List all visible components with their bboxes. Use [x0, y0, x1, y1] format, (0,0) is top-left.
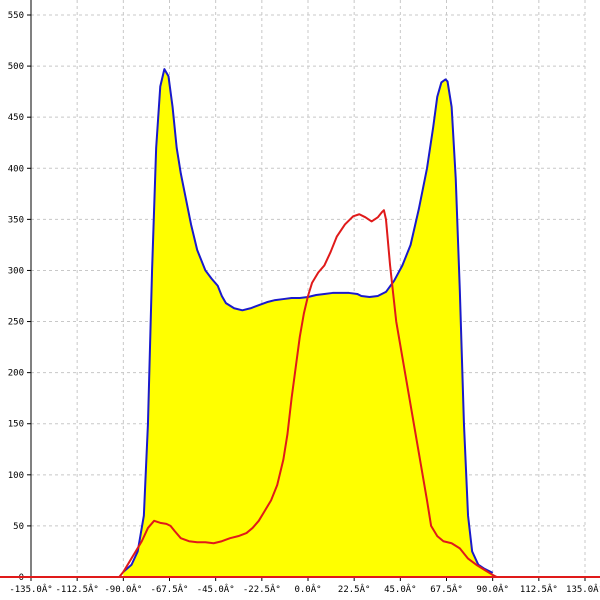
- y-tick-label: 500: [8, 62, 24, 72]
- series-1-area: [123, 69, 493, 577]
- x-tick-label: 67.5Â°: [430, 583, 463, 595]
- series-2-line: [31, 209, 585, 578]
- y-tick-label: 250: [8, 318, 24, 328]
- x-tick-label: -90.0Â°: [104, 583, 142, 595]
- series-1-line: [122, 68, 494, 574]
- x-tick-label: -112.5Â°: [55, 583, 98, 595]
- y-tick-label: 450: [8, 113, 24, 123]
- y-tick-label: 50: [13, 522, 24, 532]
- y-tick-label: 400: [8, 164, 24, 174]
- y-tick-label: 350: [8, 215, 24, 225]
- y-tick-label: 550: [8, 11, 24, 21]
- x-tick-label: 0.0Â°: [294, 583, 321, 595]
- y-tick-label: 100: [8, 471, 24, 481]
- x-tick-label: 135.0Â°: [566, 583, 600, 595]
- x-tick-label: 90.0Â°: [476, 583, 509, 595]
- y-tick-label: 200: [8, 369, 24, 379]
- x-tick-label: 112.5Â°: [520, 583, 558, 595]
- x-tick-label: 22.5Â°: [338, 583, 371, 595]
- x-tick-label: -45.0Â°: [197, 583, 235, 595]
- x-tick-label: -67.5Â°: [151, 583, 189, 595]
- x-tick-label: -22.5Â°: [243, 583, 281, 595]
- y-tick-label: 150: [8, 420, 24, 430]
- x-tick-label: -135.0Â°: [9, 583, 52, 595]
- y-tick-label: 300: [8, 266, 24, 276]
- x-tick-label: 45.0Â°: [384, 583, 417, 595]
